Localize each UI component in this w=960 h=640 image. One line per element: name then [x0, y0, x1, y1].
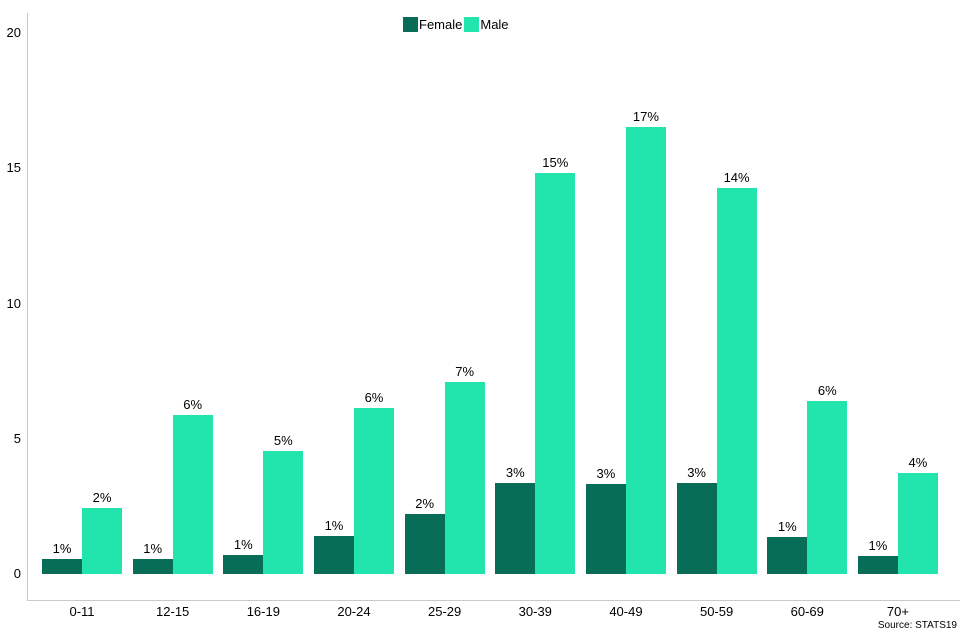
bars-container: 1% 2% 1% 6% 1% 5% 1% 6% 2% 7% 3% 15% 3% 17% 3% 14% 1% 6% 1… — [28, 13, 960, 574]
data-label: 2% — [415, 496, 435, 511]
data-label: 1% — [52, 541, 72, 556]
x-axis-label: 30-39 — [518, 604, 552, 619]
bar-group: 1% 6% — [132, 13, 213, 574]
bar-male — [353, 408, 394, 574]
bar-female — [676, 483, 717, 574]
bar-male — [535, 173, 576, 574]
bar-slot-male: 6% — [807, 13, 848, 574]
bar-female — [313, 536, 354, 574]
y-axis-tick-label: 10 — [6, 296, 21, 311]
bar-slot-male: 7% — [444, 13, 485, 574]
bar-male — [263, 451, 304, 574]
bar-female — [495, 483, 536, 574]
legend: Female Male — [403, 16, 511, 32]
bar-female — [857, 556, 898, 574]
x-axis-label: 20-24 — [337, 604, 371, 619]
data-label: 3% — [687, 465, 706, 480]
bar-group: 1% 6% — [313, 13, 394, 574]
bar-female — [404, 514, 445, 574]
legend-swatch-male — [464, 16, 480, 32]
bar-slot-male: 5% — [263, 13, 304, 574]
bar-slot-male: 4% — [897, 13, 938, 574]
plot-area: 1% 2% 1% 6% 1% 5% 1% 6% 2% 7% 3% 15% 3% 17% 3% 14% 1% 6% 1… — [27, 13, 960, 601]
data-label: 15% — [542, 155, 569, 170]
data-label: 1% — [233, 537, 253, 552]
bar-male — [172, 415, 213, 574]
bar-group: 3% 14% — [676, 13, 757, 574]
bar-female — [42, 559, 82, 574]
legend-label-female: Female — [419, 16, 463, 32]
legend-swatch-female — [403, 16, 418, 32]
bar-male — [897, 473, 938, 574]
x-axis-label: 40-49 — [609, 604, 643, 619]
bar-slot-male: 2% — [82, 13, 122, 574]
data-label: 5% — [273, 433, 293, 448]
bar-slot-male: 6% — [353, 13, 394, 574]
data-label: 6% — [183, 397, 203, 412]
bar-group: 3% 15% — [495, 13, 576, 574]
data-label: 1% — [143, 541, 163, 556]
data-label: 4% — [908, 455, 928, 470]
bar-slot-male: 14% — [716, 13, 757, 574]
bar-slot-female: 3% — [585, 13, 626, 574]
data-label: 1% — [777, 519, 797, 534]
x-axis-label: 60-69 — [790, 604, 824, 619]
legend-item-male[interactable]: Male — [464, 16, 510, 32]
bar-slot-male: 6% — [172, 13, 213, 574]
data-label: 7% — [455, 364, 475, 379]
bar-slot-female: 2% — [404, 13, 445, 574]
source-note: Source: STATS19 — [877, 620, 957, 631]
data-label: 2% — [92, 490, 112, 505]
bar-slot-female: 1% — [42, 13, 82, 574]
x-axis-label: 50-59 — [699, 604, 734, 619]
y-axis-tick-label: 20 — [6, 25, 21, 40]
y-axis-tick-label: 5 — [13, 431, 21, 446]
x-axis: 0-11 12-15 16-19 20-24 25-29 30-39 40-49 50-59 6… — [28, 604, 960, 620]
bar-slot-male: 15% — [535, 13, 576, 574]
x-axis-label: 25-29 — [428, 604, 462, 619]
x-axis-label: 0-11 — [69, 604, 95, 619]
data-label: 17% — [632, 109, 659, 124]
bar-slot-female: 1% — [857, 13, 898, 574]
data-label: 3% — [596, 466, 616, 481]
data-label: 6% — [364, 390, 384, 405]
bar-female — [132, 559, 173, 574]
x-axis-label: 70+ — [886, 604, 909, 619]
bar-group: 1% 6% — [767, 13, 848, 574]
y-axis-tick-label: 15 — [6, 160, 21, 175]
data-label: 14% — [723, 170, 750, 185]
data-label: 1% — [868, 538, 888, 553]
bar-male — [82, 508, 122, 574]
bar-male — [716, 188, 757, 574]
bar-group: 3% 17% — [585, 13, 666, 574]
data-label: 6% — [817, 383, 837, 398]
bar-group: 1% 5% — [223, 13, 304, 574]
bar-male — [807, 401, 848, 574]
bar-group: 1% 2% — [42, 13, 122, 574]
bar-slot-female: 3% — [495, 13, 536, 574]
bar-female — [223, 555, 264, 574]
bar-female — [585, 484, 626, 574]
legend-label-male: Male — [480, 16, 509, 32]
bar-slot-male: 17% — [625, 13, 666, 574]
bar-slot-female: 3% — [676, 13, 717, 574]
bar-slot-female: 1% — [767, 13, 808, 574]
data-label: 1% — [324, 518, 344, 533]
legend-item-female[interactable]: Female — [403, 16, 464, 32]
bar-group: 2% 7% — [404, 13, 485, 574]
bar-male — [625, 127, 666, 574]
x-axis-label: 12-15 — [156, 604, 190, 619]
y-axis-tick-label: 0 — [13, 566, 21, 581]
x-axis-label: 16-19 — [246, 604, 280, 619]
bar-slot-female: 1% — [313, 13, 354, 574]
bar-group: 1% 4% — [857, 13, 938, 574]
bar-slot-female: 1% — [132, 13, 173, 574]
bar-male — [444, 382, 485, 574]
data-label: 3% — [505, 465, 525, 480]
bar-female — [767, 537, 808, 574]
bar-slot-female: 1% — [223, 13, 264, 574]
